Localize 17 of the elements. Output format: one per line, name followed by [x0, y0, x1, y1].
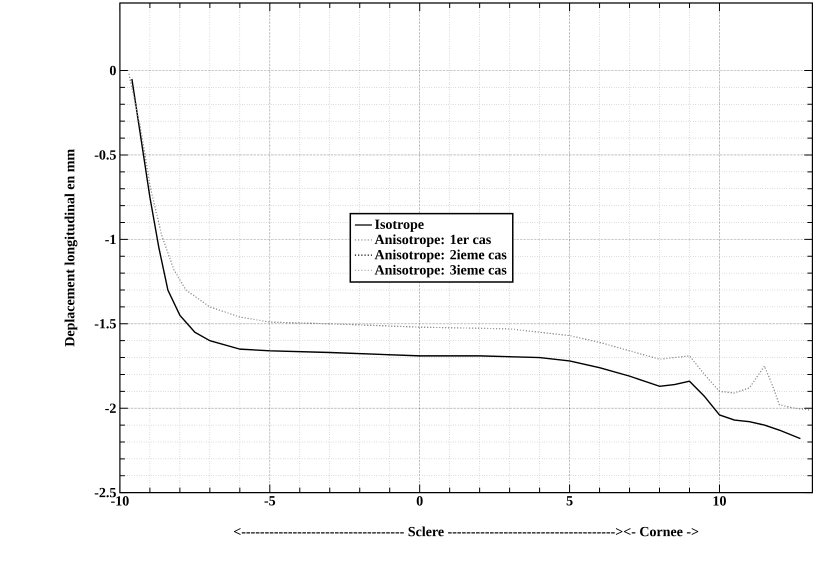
legend-label: Anisotrope: 3ieme cas [374, 264, 506, 278]
x-axis-title: <----------------------------------- Sclere ------------------------------------><- Cornee -> [234, 526, 698, 537]
x-tick-label: 0 [416, 496, 423, 506]
y-tick-label: -1.5 [94, 319, 116, 329]
y-axis-title: Deplacement longitudinal en mm [64, 149, 78, 347]
x-tick-label: -5 [264, 496, 276, 506]
y-tick-label: -2.5 [94, 488, 116, 498]
y-tick-label: -1 [105, 234, 116, 244]
legend-label: Isotrope [375, 220, 424, 232]
x-tick-label: -10 [111, 496, 129, 506]
y-tick-label: 0 [110, 66, 116, 76]
legend-label: Anisotrope: 2ieme cas [374, 250, 506, 262]
x-tick-label: 10 [714, 496, 726, 506]
x-tick-label: 5 [566, 496, 573, 506]
legend-label: Anisotrope: 1er cas [374, 234, 491, 248]
y-tick-label: -2 [105, 404, 116, 414]
y-tick-label: -0.5 [94, 150, 116, 160]
